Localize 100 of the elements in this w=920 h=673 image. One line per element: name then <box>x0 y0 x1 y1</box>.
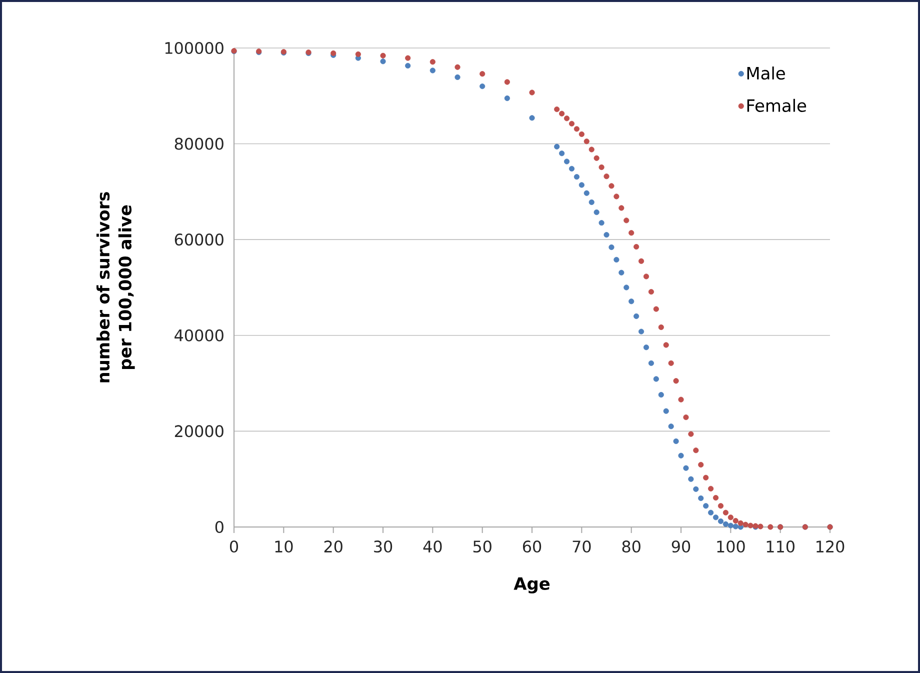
point <box>598 220 604 226</box>
point <box>643 344 650 350</box>
point <box>688 476 694 482</box>
point <box>673 438 679 444</box>
point <box>738 520 744 526</box>
point <box>712 514 719 520</box>
point <box>604 174 610 180</box>
point <box>380 58 386 64</box>
point <box>648 288 654 295</box>
legend-label: Male <box>747 66 785 80</box>
point <box>683 465 689 471</box>
point <box>454 74 460 80</box>
point <box>758 524 764 530</box>
point <box>648 360 654 366</box>
x-tick-label: 0 <box>230 540 238 553</box>
point <box>722 521 729 527</box>
point <box>624 284 630 290</box>
point <box>708 510 714 516</box>
point <box>638 328 644 334</box>
point <box>668 424 674 430</box>
x-tick-label: 90 <box>672 540 690 553</box>
point <box>703 503 709 509</box>
point <box>678 452 684 458</box>
point <box>624 218 630 224</box>
x-axis-title: Age <box>514 577 550 594</box>
point <box>574 126 580 132</box>
y-tick-label: 100000 <box>165 42 224 54</box>
y-tick-label: 40000 <box>174 329 224 342</box>
point <box>742 522 748 528</box>
x-tick-label: 100 <box>717 540 745 553</box>
x-tick-label: 60 <box>522 540 542 553</box>
point <box>693 448 699 454</box>
point <box>594 155 600 161</box>
point <box>405 62 411 69</box>
point <box>668 360 674 366</box>
point <box>653 306 659 312</box>
x-tick-label: 110 <box>766 540 794 553</box>
point <box>588 199 594 206</box>
point <box>732 524 738 530</box>
point <box>678 396 684 402</box>
point <box>728 514 734 520</box>
x-tick-label: 10 <box>275 540 293 553</box>
point <box>578 131 584 138</box>
y-tick-label: 80000 <box>174 138 224 150</box>
point <box>568 166 575 172</box>
point <box>480 84 486 90</box>
point <box>732 518 738 524</box>
point <box>768 524 774 530</box>
x-tick-label: 20 <box>324 540 342 553</box>
point <box>722 510 729 516</box>
point <box>658 392 664 398</box>
point <box>698 495 704 502</box>
point <box>634 313 640 320</box>
x-tick-label: 50 <box>473 540 492 553</box>
point <box>638 258 644 264</box>
point <box>604 232 610 238</box>
x-tick-label: 80 <box>622 540 640 553</box>
point <box>728 522 734 528</box>
point <box>454 64 460 70</box>
y-tick-label: 0 <box>215 520 224 534</box>
point <box>628 298 634 304</box>
point <box>380 52 386 58</box>
point <box>712 494 719 501</box>
x-tick-label: 40 <box>423 540 442 553</box>
point <box>653 376 659 382</box>
y-tick-label: 20000 <box>174 425 224 438</box>
point <box>658 324 664 330</box>
point <box>663 408 669 414</box>
point <box>405 55 411 61</box>
point <box>584 190 590 196</box>
point <box>693 486 699 492</box>
point <box>559 110 565 116</box>
point <box>673 378 679 384</box>
point <box>559 150 565 156</box>
point <box>643 274 650 280</box>
point <box>564 158 570 164</box>
point <box>430 68 436 74</box>
point <box>480 71 486 77</box>
point <box>614 194 620 200</box>
point <box>574 174 580 180</box>
x-tick-label: 30 <box>374 540 392 553</box>
point <box>578 182 584 188</box>
point <box>718 503 724 509</box>
point <box>355 51 361 58</box>
point <box>634 244 640 250</box>
point <box>554 144 560 150</box>
point <box>614 256 620 263</box>
x-tick-label: 120 <box>816 540 844 553</box>
point <box>688 431 694 437</box>
point <box>708 486 714 492</box>
point <box>608 244 614 250</box>
point <box>598 164 604 170</box>
point <box>568 120 575 126</box>
point <box>703 474 709 480</box>
point <box>564 116 570 122</box>
point <box>430 59 436 65</box>
point <box>608 183 614 189</box>
point <box>718 518 724 524</box>
point <box>588 146 594 152</box>
legend-label: Female <box>747 98 806 112</box>
